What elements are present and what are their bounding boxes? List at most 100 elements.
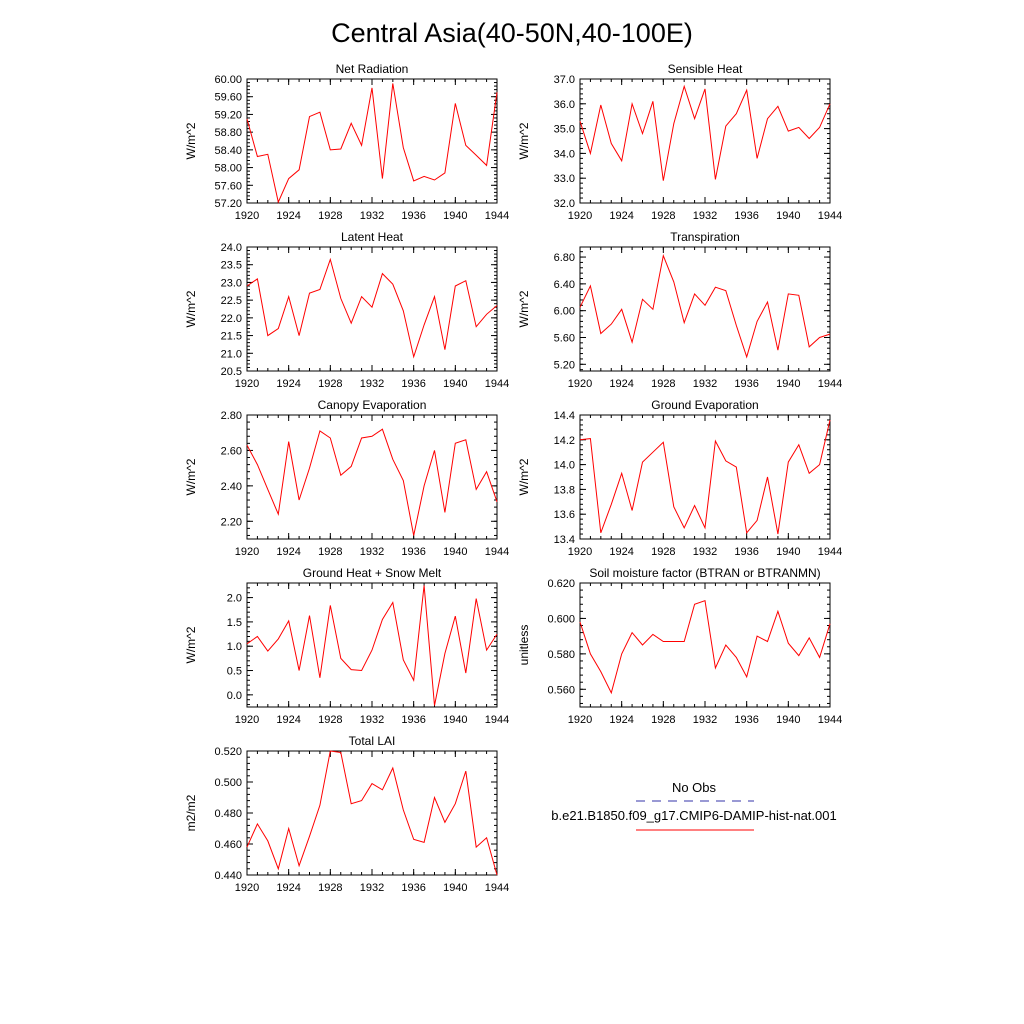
x-tick-label: 1932 bbox=[693, 546, 717, 558]
x-tick-label: 1924 bbox=[276, 714, 300, 726]
x-tick-label: 1940 bbox=[776, 714, 800, 726]
y-tick-label: 2.80 bbox=[221, 410, 242, 422]
y-tick-label: 59.20 bbox=[214, 109, 242, 121]
y-tick-label: 6.00 bbox=[554, 306, 575, 318]
y-tick-label: 36.0 bbox=[554, 99, 575, 111]
panel-title: Soil moisture factor (BTRAN or BTRANMN) bbox=[589, 566, 820, 580]
y-tick-label: 0.460 bbox=[214, 839, 242, 851]
x-tick-label: 1924 bbox=[609, 378, 633, 390]
y-tick-label: 13.8 bbox=[554, 484, 575, 496]
y-axis-label: W/m^2 bbox=[517, 458, 531, 495]
y-tick-label: 35.0 bbox=[554, 124, 575, 136]
series-line bbox=[246, 257, 498, 359]
x-tick-label: 1940 bbox=[776, 546, 800, 558]
x-tick-label: 1932 bbox=[693, 714, 717, 726]
series-line bbox=[246, 428, 498, 536]
x-tick-label: 1928 bbox=[651, 378, 675, 390]
x-tick-label: 1936 bbox=[401, 210, 425, 222]
y-axis-label: unitless bbox=[517, 625, 531, 666]
y-tick-label: 59.60 bbox=[214, 92, 242, 104]
x-tick-label: 1936 bbox=[401, 882, 425, 894]
x-tick-label: 1920 bbox=[568, 378, 592, 390]
y-tick-label: 2.60 bbox=[221, 445, 242, 457]
panel-6: Ground Evaporation W/m^2 1920 1924 1928 1932 1… bbox=[517, 398, 842, 558]
x-tick-label: 1944 bbox=[485, 378, 509, 390]
panel-7: Ground Heat + Snow Melt W/m^2 1920 1924 1928… bbox=[184, 566, 509, 726]
x-tick-label: 1944 bbox=[485, 546, 509, 558]
x-tick-label: 1932 bbox=[360, 210, 384, 222]
y-tick-label: 24.0 bbox=[221, 242, 242, 254]
y-tick-label: 37.0 bbox=[554, 74, 575, 86]
y-tick-label: 60.00 bbox=[214, 74, 242, 86]
x-tick-label: 1920 bbox=[568, 210, 592, 222]
legend-model-label: b.e21.B1850.f09_g17.CMIP6-DAMIP-hist-nat… bbox=[551, 808, 836, 823]
x-tick-label: 1924 bbox=[276, 210, 300, 222]
plot-frame bbox=[246, 414, 498, 540]
panel-title: Ground Heat + Snow Melt bbox=[303, 566, 442, 580]
legend-obs-label: No Obs bbox=[672, 780, 717, 795]
y-tick-label: 2.20 bbox=[221, 516, 242, 528]
x-tick-label: 1920 bbox=[568, 546, 592, 558]
y-tick-label: 21.5 bbox=[221, 331, 242, 343]
series-line bbox=[579, 253, 831, 359]
x-tick-label: 1928 bbox=[318, 378, 342, 390]
y-tick-label: 0.580 bbox=[547, 649, 575, 661]
plot-frame bbox=[579, 78, 831, 204]
y-tick-label: 6.80 bbox=[554, 252, 575, 264]
x-tick-label: 1920 bbox=[568, 714, 592, 726]
panel-2: Sensible Heat W/m^2 1920 1924 1928 1932 1936 19… bbox=[517, 62, 842, 222]
x-tick-label: 1944 bbox=[485, 210, 509, 222]
y-axis-label: W/m^2 bbox=[517, 290, 531, 327]
panel-title: Ground Evaporation bbox=[651, 398, 758, 412]
x-tick-label: 1936 bbox=[734, 714, 758, 726]
x-tick-label: 1928 bbox=[651, 714, 675, 726]
y-tick-label: 58.00 bbox=[214, 163, 242, 175]
plot-frame bbox=[246, 750, 498, 876]
x-tick-label: 1944 bbox=[818, 210, 842, 222]
figure-title: Central Asia(40-50N,40-100E) bbox=[331, 18, 693, 48]
y-tick-label: 23.0 bbox=[221, 277, 242, 289]
x-tick-label: 1924 bbox=[609, 210, 633, 222]
x-tick-label: 1944 bbox=[485, 882, 509, 894]
series-line bbox=[579, 84, 831, 181]
panels: Net Radiation W/m^2 1920 1924 1928 1932 1936 19… bbox=[184, 62, 842, 894]
x-tick-label: 1940 bbox=[443, 714, 467, 726]
y-tick-label: 1.0 bbox=[227, 641, 242, 653]
legend: No Obs b.e21.B1850.f09_g17.CMIP6-DAMIP-h… bbox=[551, 780, 837, 831]
x-tick-label: 1940 bbox=[443, 210, 467, 222]
panel-title: Net Radiation bbox=[336, 62, 409, 76]
series-line bbox=[246, 585, 498, 706]
y-tick-label: 6.40 bbox=[554, 279, 575, 291]
x-tick-label: 1924 bbox=[609, 546, 633, 558]
x-tick-label: 1932 bbox=[693, 210, 717, 222]
y-axis-label: W/m^2 bbox=[184, 122, 198, 159]
y-tick-label: 0.560 bbox=[547, 684, 575, 696]
panel-8: Soil moisture factor (BTRAN or BTRANMN) u… bbox=[517, 566, 842, 726]
y-tick-label: 58.80 bbox=[214, 127, 242, 139]
x-tick-label: 1924 bbox=[276, 546, 300, 558]
panel-title: Transpiration bbox=[670, 230, 740, 244]
panel-title: Canopy Evaporation bbox=[318, 398, 427, 412]
y-tick-label: 0.520 bbox=[214, 746, 242, 758]
y-tick-label: 23.5 bbox=[221, 260, 242, 272]
y-tick-label: 0.0 bbox=[227, 690, 242, 702]
x-tick-label: 1936 bbox=[401, 546, 425, 558]
y-tick-label: 34.0 bbox=[554, 148, 575, 160]
y-tick-label: 5.20 bbox=[554, 359, 575, 371]
y-tick-label: 57.60 bbox=[214, 180, 242, 192]
series-line bbox=[246, 750, 498, 876]
x-tick-label: 1932 bbox=[360, 378, 384, 390]
x-tick-label: 1944 bbox=[485, 714, 509, 726]
y-tick-label: 0.500 bbox=[214, 777, 242, 789]
y-tick-label: 20.5 bbox=[221, 366, 242, 378]
x-tick-label: 1920 bbox=[235, 546, 259, 558]
panel-4: Transpiration W/m^2 1920 1924 1928 1932 1936 19… bbox=[517, 230, 842, 390]
plot-frame bbox=[246, 582, 498, 708]
x-tick-label: 1924 bbox=[609, 714, 633, 726]
x-tick-label: 1936 bbox=[734, 546, 758, 558]
y-tick-label: 33.0 bbox=[554, 173, 575, 185]
x-tick-label: 1924 bbox=[276, 378, 300, 390]
y-tick-label: 0.440 bbox=[214, 870, 242, 882]
y-tick-label: 22.5 bbox=[221, 295, 242, 307]
